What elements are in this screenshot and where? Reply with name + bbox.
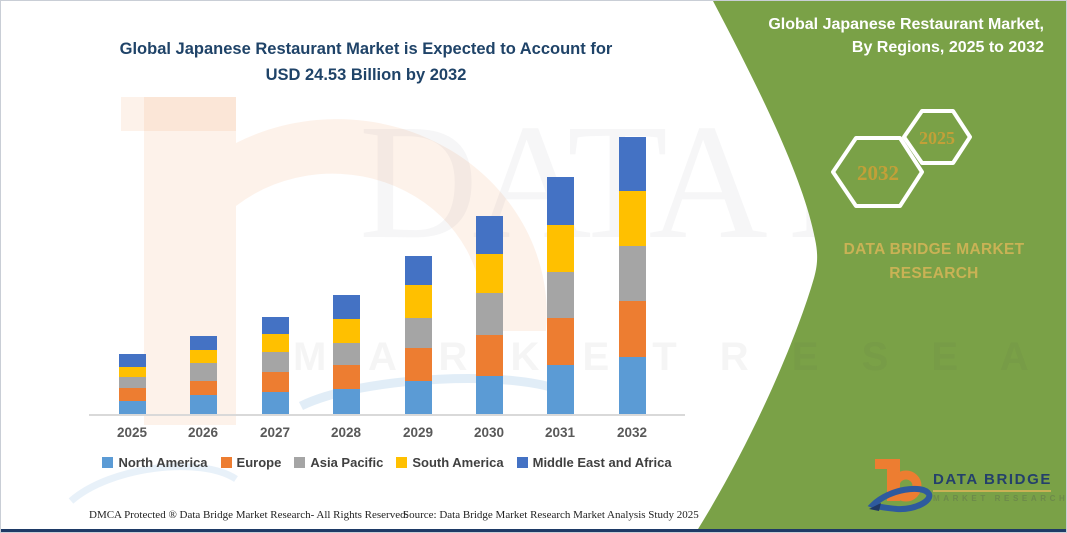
bar-2028 bbox=[332, 294, 360, 414]
legend-swatch-icon bbox=[396, 457, 408, 468]
logo-title: DATA BRIDGE bbox=[933, 471, 1052, 488]
bar-2027 bbox=[261, 317, 289, 414]
bar-2026 bbox=[189, 336, 217, 414]
segment-2031-south-america bbox=[546, 225, 574, 273]
x-axis-label-2032: 2032 bbox=[616, 425, 648, 440]
logo-subtitle: MARKET RESEARCH bbox=[933, 494, 1067, 503]
segment-2030-asia-pacific bbox=[475, 292, 503, 335]
segment-2025-north-america bbox=[118, 401, 146, 414]
x-axis-label-2031: 2031 bbox=[544, 425, 576, 440]
logo-underline bbox=[933, 490, 1051, 492]
footer-source: Source: Data Bridge Market Research Mark… bbox=[403, 509, 699, 521]
segment-2032-south-america bbox=[618, 191, 646, 246]
segment-2028-south-america bbox=[332, 318, 360, 343]
segment-2026-middle-east-and-africa bbox=[189, 336, 217, 351]
chart-title-line1: Global Japanese Restaurant Market is Exp… bbox=[119, 40, 613, 58]
bar-2030 bbox=[475, 215, 503, 414]
segment-2032-europe bbox=[618, 300, 646, 357]
segment-2027-middle-east-and-africa bbox=[261, 317, 289, 335]
chart-title: Global Japanese Restaurant Market is Exp… bbox=[59, 37, 673, 88]
legend-label: Middle East and Africa bbox=[532, 455, 672, 470]
footer-dmca: DMCA Protected ® Data Bridge Market Rese… bbox=[89, 509, 409, 521]
legend-swatch-icon bbox=[516, 457, 528, 468]
bar-2032 bbox=[618, 137, 646, 414]
panel-header-line1: Global Japanese Restaurant Market, bbox=[768, 16, 1044, 33]
legend-label: Europe bbox=[236, 455, 282, 470]
segment-2031-asia-pacific bbox=[546, 272, 574, 319]
legend-swatch-icon bbox=[220, 457, 232, 468]
legend-label: North America bbox=[118, 455, 208, 470]
panel-brand-text: DATA BRIDGE MARKET RESEARCH bbox=[819, 238, 1049, 286]
legend-item-middle-east-and-africa: Middle East and Africa bbox=[516, 455, 672, 470]
segment-2028-middle-east-and-africa bbox=[332, 294, 360, 319]
watermark-row-text: M A R K E T R E S E A R C H bbox=[293, 335, 1066, 379]
bottom-accent-bar bbox=[1, 529, 1066, 532]
bar-2029 bbox=[404, 256, 432, 414]
bar-2025 bbox=[118, 354, 146, 414]
segment-2026-south-america bbox=[189, 350, 217, 364]
segment-2025-europe bbox=[118, 388, 146, 401]
x-axis-label-2026: 2026 bbox=[187, 425, 219, 440]
stacked-bar-plot: 2025 2026 2027 2028 2029 2030 2031 2032 bbox=[1, 1, 701, 532]
segment-2028-europe bbox=[332, 364, 360, 390]
legend-item-asia-pacific: Asia Pacific bbox=[294, 455, 383, 470]
dbmr-logo-icon bbox=[867, 459, 933, 513]
hexagon-2032: 2032 bbox=[831, 136, 924, 208]
legend-item-north-america: North America bbox=[102, 455, 208, 470]
legend-swatch-icon bbox=[294, 457, 306, 468]
panel-header-line2: By Regions, 2025 to 2032 bbox=[851, 39, 1044, 57]
segment-2032-middle-east-and-africa bbox=[618, 137, 646, 192]
segment-2026-north-america bbox=[189, 395, 217, 414]
segment-2030-middle-east-and-africa bbox=[475, 215, 503, 254]
segment-2029-north-america bbox=[404, 381, 432, 414]
segment-2032-asia-pacific bbox=[618, 246, 646, 301]
x-axis-label-2027: 2027 bbox=[259, 425, 291, 440]
dbmr-logo: DATA BRIDGE MARKET RESEARCH bbox=[867, 453, 1067, 519]
segment-2029-europe bbox=[404, 348, 432, 382]
legend-item-europe: Europe bbox=[220, 455, 282, 470]
bar-2031 bbox=[546, 177, 574, 414]
segment-2027-europe bbox=[261, 371, 289, 392]
segment-2026-asia-pacific bbox=[189, 363, 217, 382]
segment-2029-south-america bbox=[404, 285, 432, 319]
segment-2030-south-america bbox=[475, 254, 503, 293]
x-axis-line bbox=[89, 414, 685, 416]
panel-header: Global Japanese Restaurant Market, By Re… bbox=[714, 13, 1044, 59]
legend-swatch-icon bbox=[102, 457, 114, 468]
segment-2028-asia-pacific bbox=[332, 342, 360, 365]
x-axis-label-2029: 2029 bbox=[402, 425, 434, 440]
x-axis-label-2028: 2028 bbox=[330, 425, 362, 440]
legend-label: Asia Pacific bbox=[310, 455, 384, 470]
hexagon-2032-label: 2032 bbox=[857, 161, 899, 185]
segment-2027-asia-pacific bbox=[261, 352, 289, 372]
segment-2027-north-america bbox=[261, 391, 289, 414]
segment-2027-south-america bbox=[261, 334, 289, 352]
segment-2025-middle-east-and-africa bbox=[118, 354, 146, 368]
segment-2031-europe bbox=[546, 318, 574, 365]
x-axis-label-2030: 2030 bbox=[473, 425, 505, 440]
segment-2032-north-america bbox=[618, 356, 646, 414]
segment-2026-europe bbox=[189, 381, 217, 396]
chart-legend: North America Europe Asia Pacific South Ame… bbox=[81, 455, 693, 470]
chart-title-line2: USD 24.53 Billion by 2032 bbox=[265, 65, 467, 84]
hexagon-2025: 2025 bbox=[902, 109, 972, 165]
segment-2025-south-america bbox=[118, 367, 146, 378]
segment-2030-north-america bbox=[475, 375, 503, 414]
x-axis-label-2025: 2025 bbox=[116, 425, 148, 440]
segment-2028-north-america bbox=[332, 389, 360, 414]
segment-2025-asia-pacific bbox=[118, 377, 146, 389]
panel-brand-line2: RESEARCH bbox=[889, 265, 979, 283]
hexagon-2025-label: 2025 bbox=[919, 128, 955, 148]
segment-2029-asia-pacific bbox=[404, 318, 432, 349]
segment-2029-middle-east-and-africa bbox=[404, 256, 432, 286]
segment-2031-middle-east-and-africa bbox=[546, 177, 574, 226]
panel-brand-line1: DATA BRIDGE MARKET bbox=[843, 241, 1025, 258]
segment-2030-europe bbox=[475, 334, 503, 376]
legend-label: South America bbox=[412, 455, 504, 470]
legend-item-south-america: South America bbox=[396, 455, 504, 470]
segment-2031-north-america bbox=[546, 364, 574, 414]
